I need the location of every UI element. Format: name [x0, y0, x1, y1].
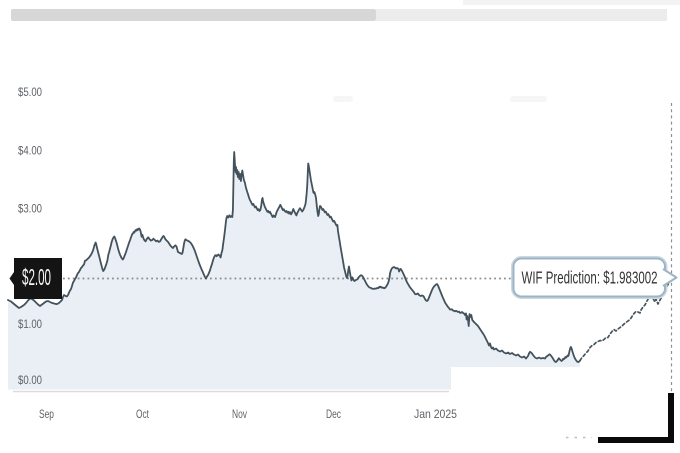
- svg-text:$1.00: $1.00: [18, 317, 42, 331]
- svg-text:$4.00: $4.00: [18, 143, 42, 157]
- svg-text:WIF Prediction: $1.983002: WIF Prediction: $1.983002: [522, 268, 658, 288]
- svg-text:$5.00: $5.00: [18, 85, 42, 99]
- svg-text:Jan 2025: Jan 2025: [414, 407, 457, 421]
- svg-text:$2.00: $2.00: [22, 264, 51, 290]
- svg-text:$0.00: $0.00: [18, 373, 42, 387]
- svg-text:Nov: Nov: [232, 407, 247, 421]
- svg-text:Sep: Sep: [39, 407, 54, 421]
- svg-text:Dec: Dec: [326, 407, 341, 421]
- svg-text:$3.00: $3.00: [18, 201, 42, 215]
- svg-text:Oct: Oct: [136, 407, 149, 421]
